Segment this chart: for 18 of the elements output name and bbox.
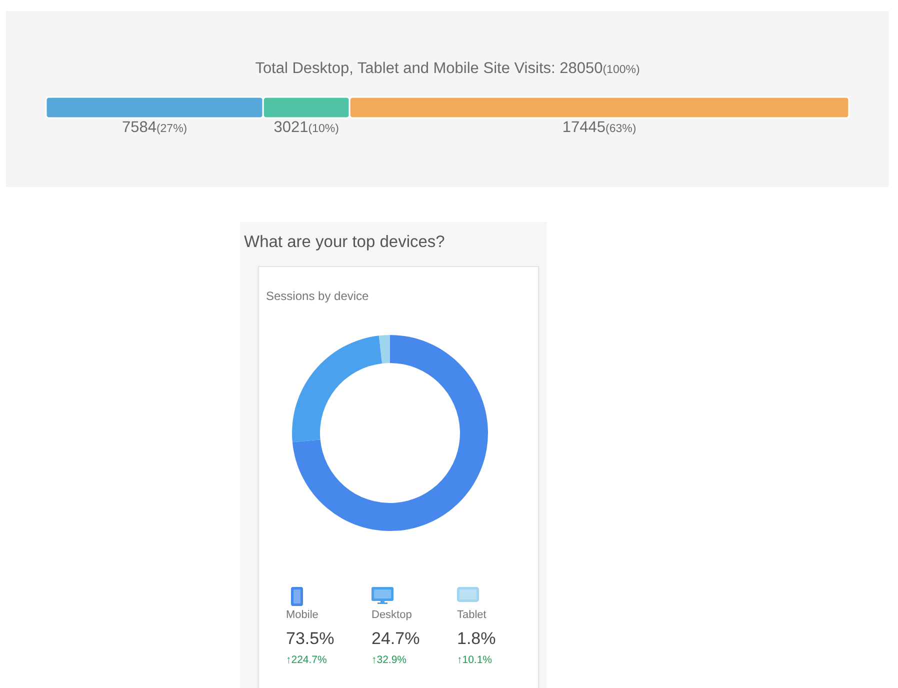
data-label: 17445(63%) (562, 119, 636, 136)
donut-slice (292, 335, 488, 531)
donut-slice (378, 335, 390, 364)
legend-label: Desktop (372, 609, 412, 621)
text: ↑10.1% (457, 654, 492, 666)
data-label: 7584(27%) (122, 119, 188, 136)
text: ↑32.9% (372, 654, 407, 666)
data-label: 3021(10%) (274, 119, 340, 136)
data-label: 1.8% (457, 629, 496, 648)
legend-label: Mobile (286, 609, 318, 621)
data-label: 73.5% (286, 629, 334, 648)
chart-title: Total Desktop, Tablet and Mobile Site Visits: 28050(100%) (255, 60, 640, 77)
data-label: 24.7% (372, 629, 420, 648)
chart-title: What are your top devices? (244, 233, 445, 251)
text: ↑224.7% (286, 654, 327, 666)
chart-subtitle: Sessions by device (266, 289, 370, 303)
legend-label: Tablet (457, 609, 486, 621)
donut-slice (292, 336, 382, 442)
